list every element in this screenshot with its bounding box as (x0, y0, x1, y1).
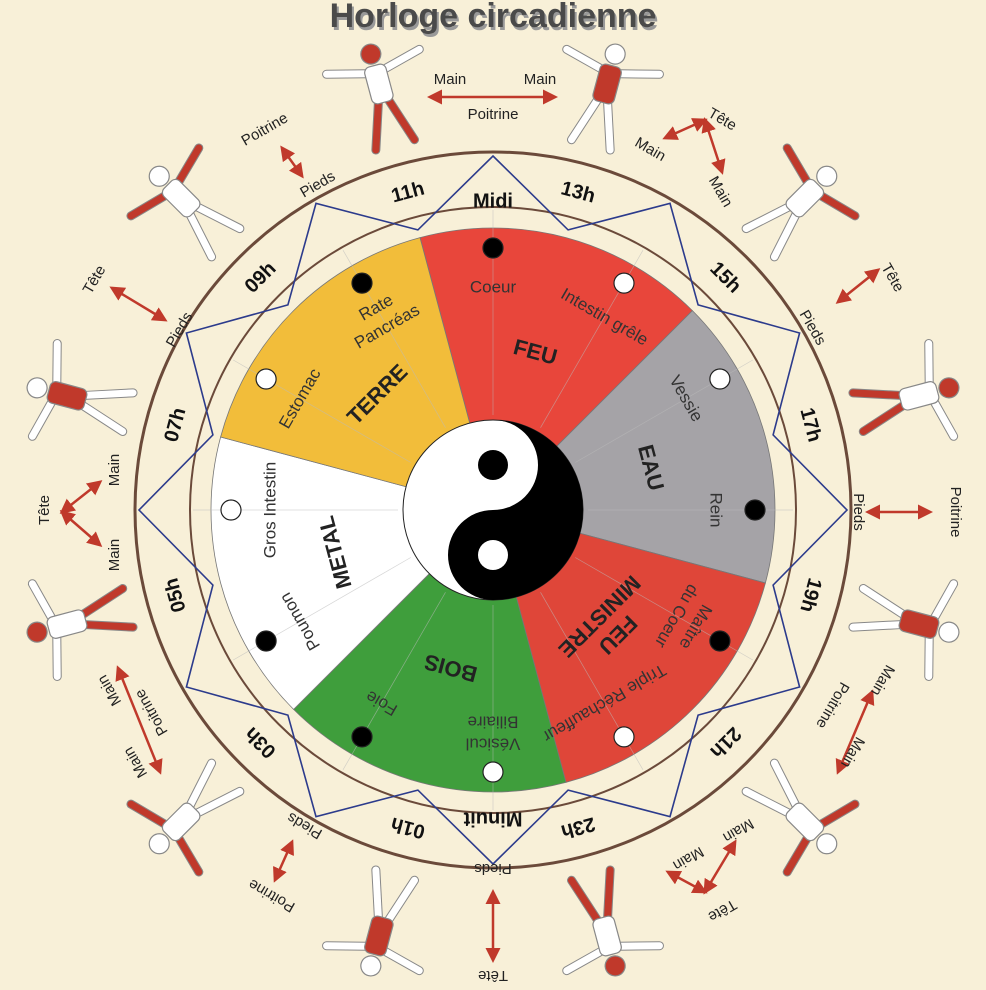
organ-dot (256, 631, 276, 651)
organ-name: Coeur (470, 277, 517, 296)
hour-label: Midi (473, 190, 513, 212)
figure-label: Tête (36, 495, 53, 525)
figure-label: Main (106, 454, 123, 487)
organ-dot (352, 273, 372, 293)
figure-label: Main (106, 539, 123, 572)
organ-dot (221, 500, 241, 520)
organ-name: Rein (707, 493, 726, 528)
organ-dot (745, 500, 765, 520)
circadian-clock: Horloge circadienne Horloge circadienne … (0, 0, 986, 990)
yin-yang-dot (478, 450, 508, 480)
organ-dot (614, 727, 634, 747)
organ-dot (710, 631, 730, 651)
organ-dot (352, 727, 372, 747)
figure-label: Tête (478, 967, 508, 984)
organ-dot (483, 238, 503, 258)
figure-label: Main (434, 71, 467, 88)
organ-dot (256, 369, 276, 389)
figure-label: Pieds (850, 493, 867, 531)
figure-label: Poitrine (468, 106, 519, 123)
title: Horloge circadienne (330, 0, 657, 35)
organ-dot (614, 273, 634, 293)
organ-name: Biliaire (467, 713, 518, 732)
organ-name: Vésicul (466, 735, 521, 754)
figure-label: Main (524, 71, 557, 88)
organ-dot (483, 762, 503, 782)
page: Horloge circadienne Horloge circadienne … (0, 0, 986, 990)
organ-dot (710, 369, 730, 389)
hour-label: Minuit (463, 808, 522, 830)
figure-label: Poitrine (947, 487, 964, 538)
organ-name: Gros Intestin (260, 462, 279, 558)
yin-yang-dot (478, 540, 508, 570)
figure-label: Pieds (474, 860, 512, 877)
